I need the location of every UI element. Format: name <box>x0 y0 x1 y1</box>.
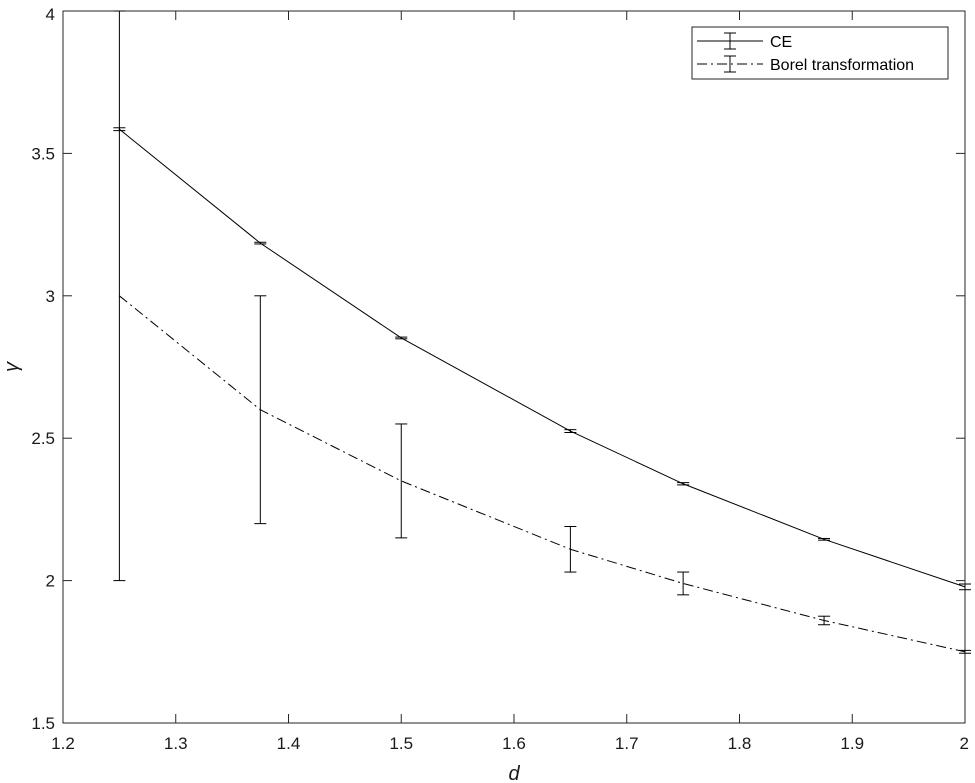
y-tick-label: 3.5 <box>31 144 55 163</box>
x-axis-label: d <box>508 763 520 783</box>
error-bar <box>818 537 831 541</box>
y-tick-label: 3 <box>46 287 55 306</box>
x-tick-label: 1.8 <box>728 734 752 753</box>
y-axis-label: γ <box>1 361 23 372</box>
error-bar <box>254 241 267 245</box>
error-bar <box>959 583 971 591</box>
y-tick-label: 2.5 <box>31 429 55 448</box>
x-tick-label: 1.6 <box>502 734 526 753</box>
error-bar <box>564 525 577 573</box>
error-bar <box>677 482 690 486</box>
y-tick-label: 1.5 <box>31 714 55 733</box>
y-tick-label: 2 <box>46 572 55 591</box>
y-tick-label: 4 <box>46 5 55 24</box>
series-layer <box>113 10 971 654</box>
tick-labels: 1.2 1.3 1.4 1.5 1.6 1.7 1.8 1.9 2 1.5 2 2.5 3 3.5 4 <box>31 5 969 753</box>
x-tick-label: 1.9 <box>840 734 864 753</box>
axis-ticks <box>62 10 966 724</box>
x-tick-label: 1.4 <box>277 734 301 753</box>
legend-label-1: Borel transformation <box>770 57 914 74</box>
plot-area <box>62 10 966 724</box>
x-tick-label: 1.5 <box>389 734 413 753</box>
error-bar <box>677 571 690 596</box>
error-bar <box>818 615 831 626</box>
x-tick-label: 2 <box>960 734 969 753</box>
error-bar <box>113 10 126 582</box>
error-bar <box>395 423 408 539</box>
error-bar <box>564 429 577 434</box>
error-bar <box>395 336 408 340</box>
legend-box <box>691 26 949 80</box>
legend-label-0: CE <box>770 34 792 51</box>
x-tick-label: 1.3 <box>164 734 188 753</box>
x-tick-label: 1.7 <box>615 734 639 753</box>
legend: CE Borel transformation <box>691 26 949 80</box>
error-bar <box>254 295 267 525</box>
error-bar <box>959 649 971 654</box>
x-tick-label: 1.2 <box>51 734 75 753</box>
